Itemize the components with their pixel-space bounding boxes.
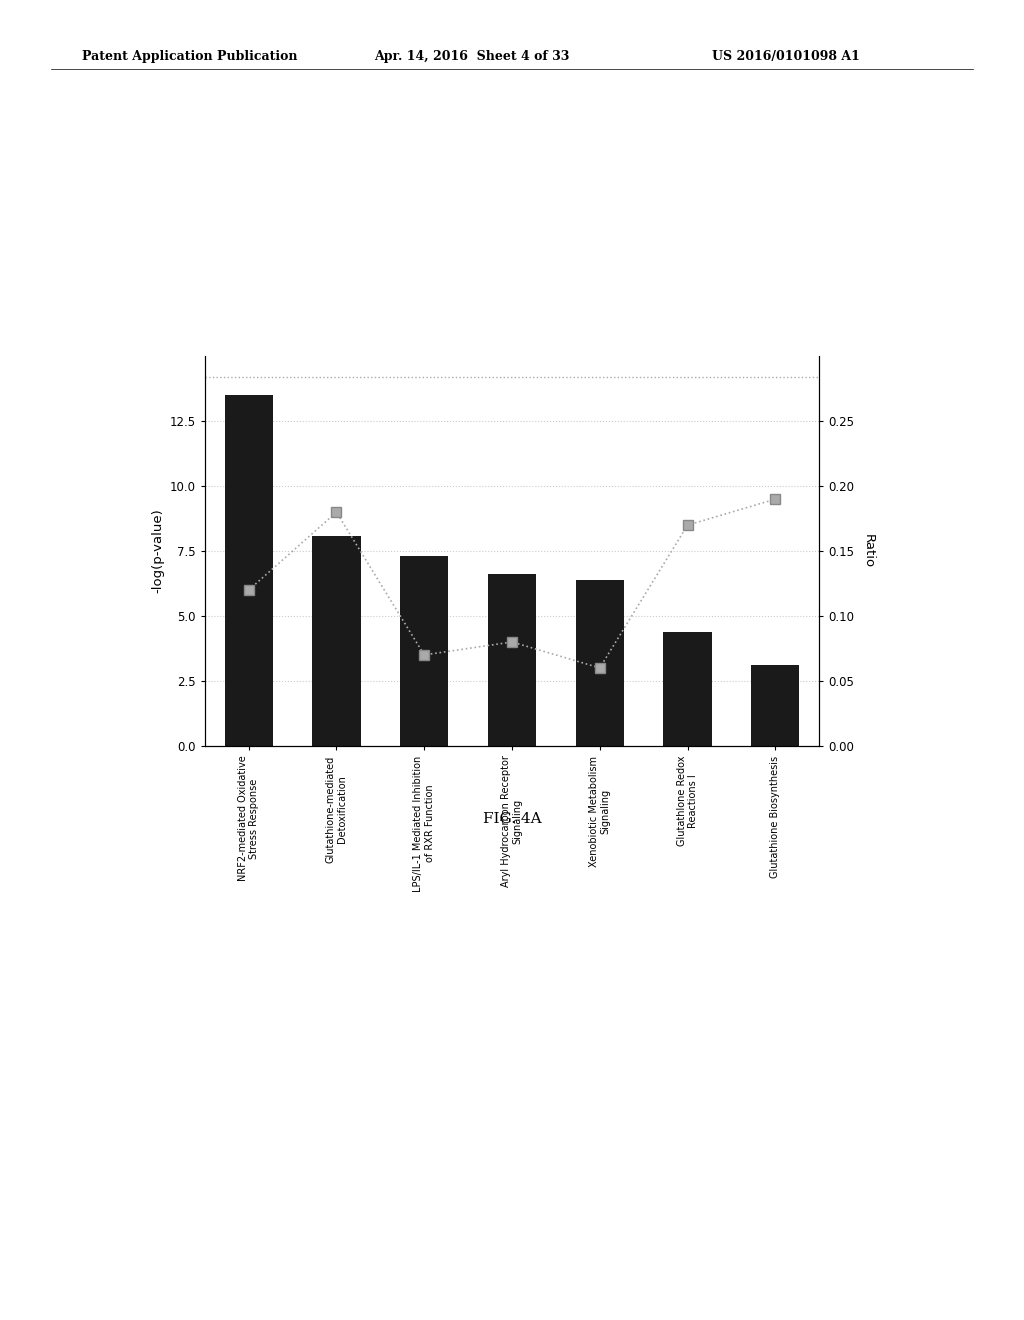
Text: US 2016/0101098 A1: US 2016/0101098 A1	[712, 50, 859, 63]
Text: FIG. 4A: FIG. 4A	[482, 812, 542, 826]
Bar	[487, 574, 537, 746]
Text: Apr. 14, 2016  Sheet 4 of 33: Apr. 14, 2016 Sheet 4 of 33	[374, 50, 569, 63]
Bar	[400, 556, 449, 746]
Bar	[312, 536, 360, 746]
Bar	[224, 396, 272, 746]
Text: Patent Application Publication: Patent Application Publication	[82, 50, 297, 63]
Y-axis label: Ratio: Ratio	[862, 535, 876, 568]
Bar	[575, 579, 624, 746]
Y-axis label: -log(p-value): -log(p-value)	[152, 508, 164, 594]
Bar	[752, 665, 800, 746]
Bar	[664, 631, 712, 746]
